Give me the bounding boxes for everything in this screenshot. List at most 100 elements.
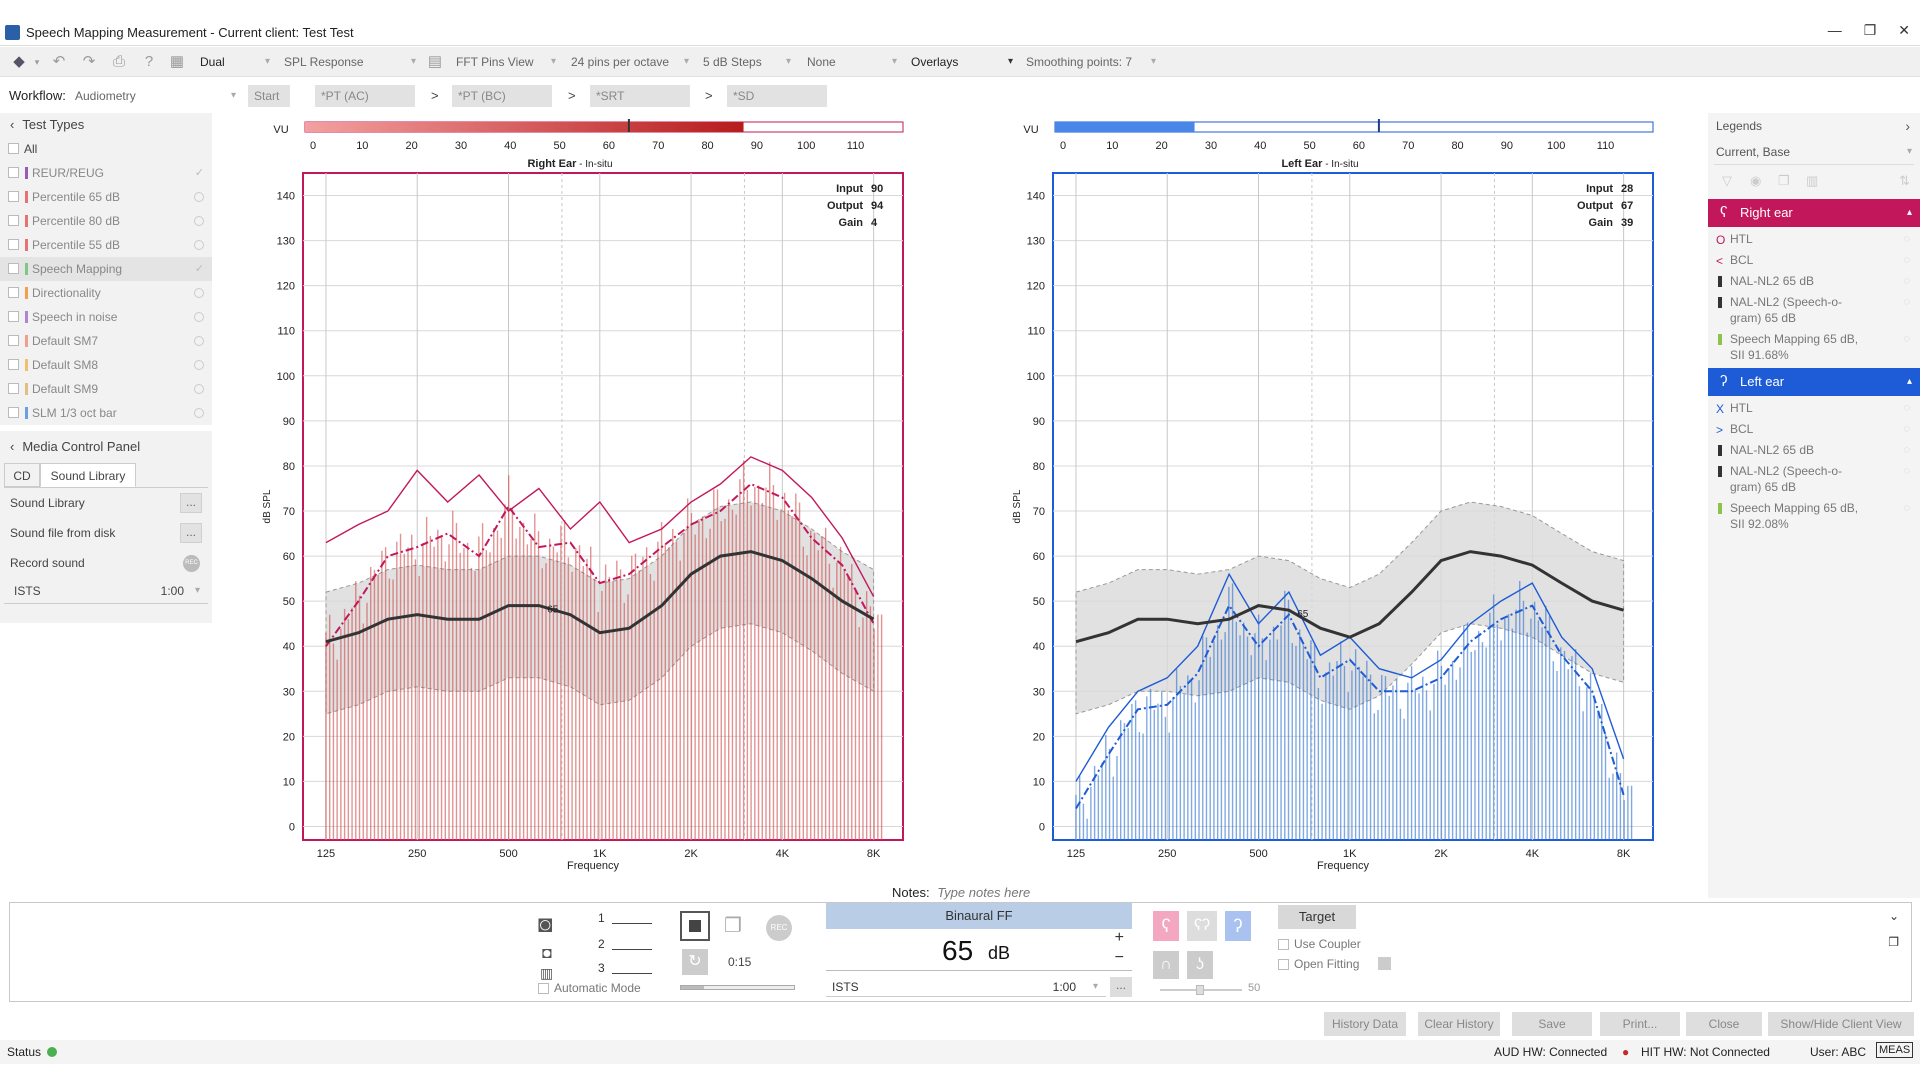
checkbox[interactable]	[8, 143, 19, 154]
close-window-button[interactable]: ✕	[1898, 22, 1910, 38]
slot-2-field[interactable]	[612, 949, 652, 950]
level-increase-button[interactable]: +	[1114, 929, 1124, 946]
test-type-row[interactable]: REUR/REUG ✓	[0, 161, 212, 185]
slot-3-field[interactable]	[612, 973, 652, 974]
level-field[interactable]: 65 dB + −	[826, 929, 1132, 971]
workflow-step-pt-ac[interactable]: *PT (AC)	[315, 85, 415, 107]
camera-icon[interactable]: ◙	[538, 911, 553, 938]
test-type-row[interactable]: Default SM8	[0, 353, 212, 377]
eye-icon[interactable]: ◌	[1903, 275, 1910, 287]
all-checkbox-row[interactable]: All	[0, 137, 212, 161]
fft-icon[interactable]: ▤	[427, 53, 443, 70]
radio-icon[interactable]	[194, 216, 204, 226]
test-types-header[interactable]: ‹ Test Types	[0, 113, 212, 137]
minimize-button[interactable]: —	[1827, 22, 1842, 38]
stop-button[interactable]	[680, 911, 710, 941]
smoothing-dropdown[interactable]: Smoothing points: 7 ▾	[1026, 55, 1156, 69]
print-icon[interactable]: ⎙	[112, 53, 125, 70]
checkbox[interactable]	[8, 335, 19, 346]
test-type-row[interactable]: Default SM9	[0, 377, 212, 401]
checkbox[interactable]	[8, 263, 19, 274]
checkbox[interactable]	[8, 383, 19, 394]
response-dropdown[interactable]: SPL Response ▾	[284, 55, 416, 69]
workflow-dropdown[interactable]: Audiometry ▾	[75, 89, 236, 103]
tab-sound-library[interactable]: Sound Library	[40, 463, 136, 487]
level-decrease-button[interactable]: −	[1114, 949, 1124, 966]
checkbox[interactable]	[8, 287, 19, 298]
headphones-icon[interactable]: ∩	[1153, 951, 1179, 979]
workflow-step-srt[interactable]: *SRT	[590, 85, 690, 107]
loop-icon[interactable]: ↻	[682, 949, 708, 975]
eye-icon[interactable]: ◌	[1903, 296, 1910, 308]
eye-icon[interactable]: ◌	[1903, 254, 1910, 266]
binaural-ff-header[interactable]: Binaural FF	[826, 903, 1132, 929]
rec-button[interactable]: REC	[766, 915, 792, 941]
view-dropdown[interactable]: FFT Pins View ▾	[456, 55, 556, 69]
ear-probe-icon[interactable]: ʖ	[1187, 951, 1213, 979]
checkbox[interactable]	[8, 359, 19, 370]
help-icon[interactable]: ?	[144, 53, 154, 70]
check-icon[interactable]: ✓	[194, 167, 204, 179]
test-type-row[interactable]: Directionality	[0, 281, 212, 305]
redo-icon[interactable]: ↷	[82, 53, 96, 70]
none-dropdown[interactable]: None ▾	[807, 55, 897, 69]
test-type-row[interactable]: SLM 1/3 oct bar	[0, 401, 212, 425]
radio-icon[interactable]	[194, 384, 204, 394]
media-control-header[interactable]: ‹ Media Control Panel	[0, 435, 212, 459]
footer-button-print-[interactable]: Print...	[1600, 1012, 1680, 1036]
open-fitting-checkbox[interactable]	[1278, 959, 1289, 970]
eye-icon[interactable]: ◌	[1903, 423, 1910, 435]
signal-dropdown[interactable]: ISTS 1:00 ▾	[4, 578, 208, 604]
edit-icon[interactable]	[1378, 957, 1391, 970]
legend-item[interactable]: NAL-NL2 (Speech-o-gram) 65 dB ◌	[1708, 294, 1920, 326]
eye-icon[interactable]: ◌	[1903, 465, 1910, 477]
check-icon[interactable]: ✓	[194, 263, 204, 275]
eye-icon[interactable]: ◌	[1903, 333, 1910, 345]
start-button[interactable]: Start	[248, 85, 290, 107]
test-type-row[interactable]: Speech in noise	[0, 305, 212, 329]
footer-button-show-hide-client-view[interactable]: Show/Hide Client View	[1768, 1012, 1914, 1036]
copy-icon[interactable]: ❐	[1778, 173, 1790, 188]
eye-icon[interactable]: ◌	[1903, 502, 1910, 514]
checkbox[interactable]	[8, 215, 19, 226]
checkbox[interactable]	[8, 311, 19, 322]
test-type-row[interactable]: Default SM7	[0, 329, 212, 353]
right-ear-legend-header[interactable]: ʕ Right ear ▴	[1708, 199, 1920, 227]
slot-1-field[interactable]	[612, 923, 652, 924]
left-ear-button[interactable]: ʔ	[1225, 911, 1251, 941]
copy-measure-icon[interactable]: ❐	[724, 915, 742, 937]
test-type-row[interactable]: Percentile 65 dB	[0, 185, 212, 209]
workflow-step-sd[interactable]: *SD	[727, 85, 827, 107]
overlays-dropdown[interactable]: Overlays ▾	[911, 55, 1013, 69]
legend-item[interactable]: NAL-NL2 65 dB ◌	[1708, 273, 1920, 289]
legend-item[interactable]: > BCL ◌	[1708, 421, 1920, 437]
test-type-row[interactable]: Percentile 55 dB	[0, 233, 212, 257]
eye-icon[interactable]: ◌	[1903, 233, 1910, 245]
workflow-step-pt-bc[interactable]: *PT (BC)	[452, 85, 552, 107]
mode-dropdown[interactable]: Dual ▾	[200, 55, 270, 69]
radio-icon[interactable]	[194, 336, 204, 346]
footer-button-clear-history[interactable]: Clear History	[1418, 1012, 1500, 1036]
footer-button-save[interactable]: Save	[1512, 1012, 1592, 1036]
popout-icon[interactable]: ❐	[1888, 935, 1899, 949]
automatic-mode-checkbox[interactable]	[538, 983, 549, 994]
footer-button-close[interactable]: Close	[1686, 1012, 1762, 1036]
signal-more-button[interactable]: ...	[1110, 977, 1132, 997]
legend-item[interactable]: O HTL ◌	[1708, 231, 1920, 247]
left-ear-legend-header[interactable]: ʔ Left ear ▴	[1708, 368, 1920, 396]
legend-item[interactable]: Speech Mapping 65 dB, SII 91.68% ◌	[1708, 331, 1920, 363]
radio-icon[interactable]	[194, 240, 204, 250]
restore-button[interactable]: ❐	[1863, 22, 1877, 38]
record-button[interactable]: REC	[183, 555, 200, 572]
notes-input[interactable]: Type notes here	[937, 885, 1031, 900]
radio-icon[interactable]	[194, 288, 204, 298]
tab-cd[interactable]: CD	[4, 463, 40, 487]
legend-item[interactable]: X HTL ◌	[1708, 400, 1920, 416]
use-coupler-checkbox[interactable]	[1278, 939, 1289, 950]
checkbox[interactable]	[8, 407, 19, 418]
sort-icon[interactable]: ⇅	[1899, 173, 1910, 188]
legend-item[interactable]: NAL-NL2 65 dB ◌	[1708, 442, 1920, 458]
filter-icon[interactable]: ▽	[1722, 173, 1732, 188]
delete-icon[interactable]: ▥	[1806, 173, 1819, 188]
chevron-down-icon[interactable]: ⌄	[1888, 909, 1899, 923]
